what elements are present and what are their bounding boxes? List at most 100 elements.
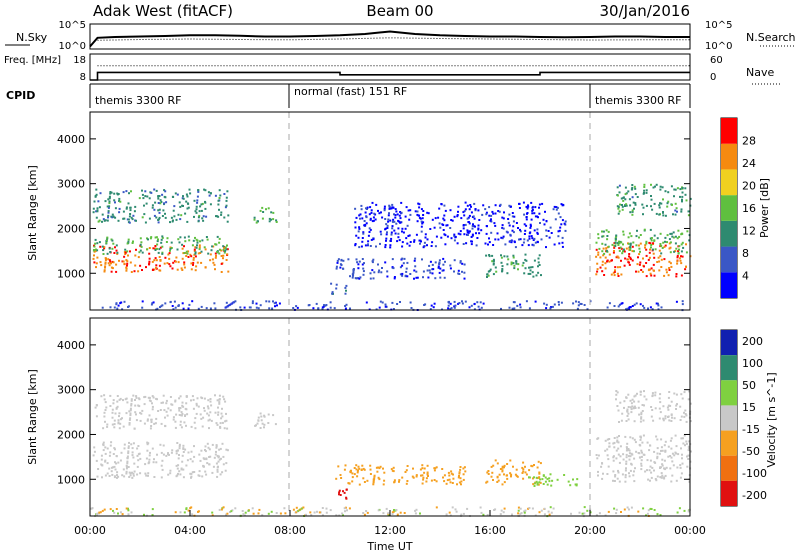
velocity-cell	[292, 508, 295, 511]
velocity-cell	[215, 444, 218, 447]
power-cell	[163, 195, 166, 198]
power-cell	[620, 259, 622, 262]
velocity-cell	[640, 468, 643, 471]
power-cell	[175, 256, 178, 259]
velocity-cell	[131, 447, 134, 450]
power-cell	[624, 198, 627, 201]
velocity-cell	[96, 512, 99, 515]
power-cell	[639, 303, 642, 306]
velocity-ylabel: Slant Range [km]	[26, 369, 39, 465]
velocity-cell	[216, 470, 219, 473]
power-cell	[104, 265, 107, 268]
power-cell	[654, 185, 656, 188]
velocity-cell	[185, 507, 188, 510]
power-cell	[355, 258, 358, 261]
velocity-cell	[517, 506, 520, 509]
velocity-cell	[607, 510, 610, 513]
velocity-cell	[649, 459, 652, 462]
power-cell	[307, 304, 310, 307]
power-cell	[502, 227, 505, 230]
velocity-cell	[178, 397, 181, 400]
power-cell	[173, 300, 176, 303]
velocity-cell	[297, 509, 300, 512]
velocity-cell	[195, 412, 198, 415]
power-cell	[463, 277, 466, 280]
velocity-cell	[496, 462, 499, 465]
power-colorbar-tick: 4	[742, 270, 749, 283]
velocity-cell	[102, 427, 105, 430]
velocity-cell	[462, 467, 465, 470]
velocity-cell	[446, 479, 449, 482]
power-cell	[500, 254, 502, 257]
power-cell	[449, 267, 452, 270]
velocity-cell	[661, 463, 664, 466]
velocity-cell	[492, 464, 495, 467]
power-cell	[662, 214, 665, 217]
velocity-cell	[606, 448, 609, 451]
velocity-cell	[162, 444, 165, 447]
power-cell	[106, 252, 109, 255]
velocity-cell	[185, 395, 188, 398]
velocity-cell	[688, 440, 691, 443]
power-cell	[124, 248, 127, 251]
power-cell	[537, 261, 540, 264]
power-cell	[462, 227, 465, 230]
velocity-cell	[479, 506, 482, 509]
power-cell	[482, 302, 485, 305]
velocity-cell	[122, 399, 124, 402]
velocity-cell	[114, 412, 117, 415]
power-cell	[432, 306, 435, 309]
velocity-cell	[411, 475, 414, 478]
velocity-cell	[459, 468, 462, 471]
velocity-cell	[105, 406, 108, 409]
velocity-colorbar-label: Velocity [m s^-1]	[765, 372, 778, 467]
power-cell	[106, 236, 109, 239]
power-cell	[268, 217, 271, 220]
velocity-cell	[640, 462, 643, 465]
velocity-cell	[343, 507, 346, 510]
velocity-cell	[377, 476, 380, 479]
velocity-cell	[659, 411, 662, 414]
power-cell	[369, 206, 372, 209]
power-cell	[555, 208, 558, 211]
power-cell	[518, 238, 520, 241]
velocity-cell	[219, 425, 222, 428]
power-cell	[107, 210, 110, 213]
power-cell	[105, 257, 107, 260]
velocity-cell	[490, 475, 493, 478]
power-cell	[629, 247, 632, 250]
power-cell	[393, 277, 396, 280]
power-cell	[637, 270, 640, 273]
power-cell	[510, 241, 513, 244]
power-cell	[401, 230, 403, 233]
power-cell	[474, 208, 477, 211]
velocity-cell	[202, 416, 205, 419]
velocity-cell	[244, 511, 247, 514]
velocity-cell	[183, 511, 186, 514]
power-cell	[462, 243, 465, 245]
velocity-cell	[449, 481, 452, 484]
power-cell	[363, 262, 365, 265]
power-cell	[209, 259, 212, 262]
velocity-cell	[340, 477, 343, 479]
power-cell	[638, 263, 641, 266]
power-cell	[198, 248, 201, 251]
velocity-cell	[422, 476, 425, 479]
power-cell	[369, 228, 372, 231]
power-colorbar-tick: 12	[742, 225, 756, 238]
power-cell	[209, 253, 212, 256]
velocity-cell	[360, 468, 363, 471]
power-cell	[363, 224, 366, 227]
velocity-cell	[663, 467, 665, 470]
power-cell	[199, 240, 201, 243]
power-cell	[374, 218, 377, 221]
velocity-cell	[550, 484, 553, 487]
power-cell	[661, 247, 664, 249]
velocity-cell	[667, 404, 670, 407]
velocity-cell	[119, 422, 122, 425]
power-cell	[393, 276, 396, 278]
power-cell	[632, 201, 635, 204]
velocity-cell	[345, 497, 348, 500]
velocity-cell	[102, 449, 105, 452]
power-cell	[639, 261, 642, 264]
